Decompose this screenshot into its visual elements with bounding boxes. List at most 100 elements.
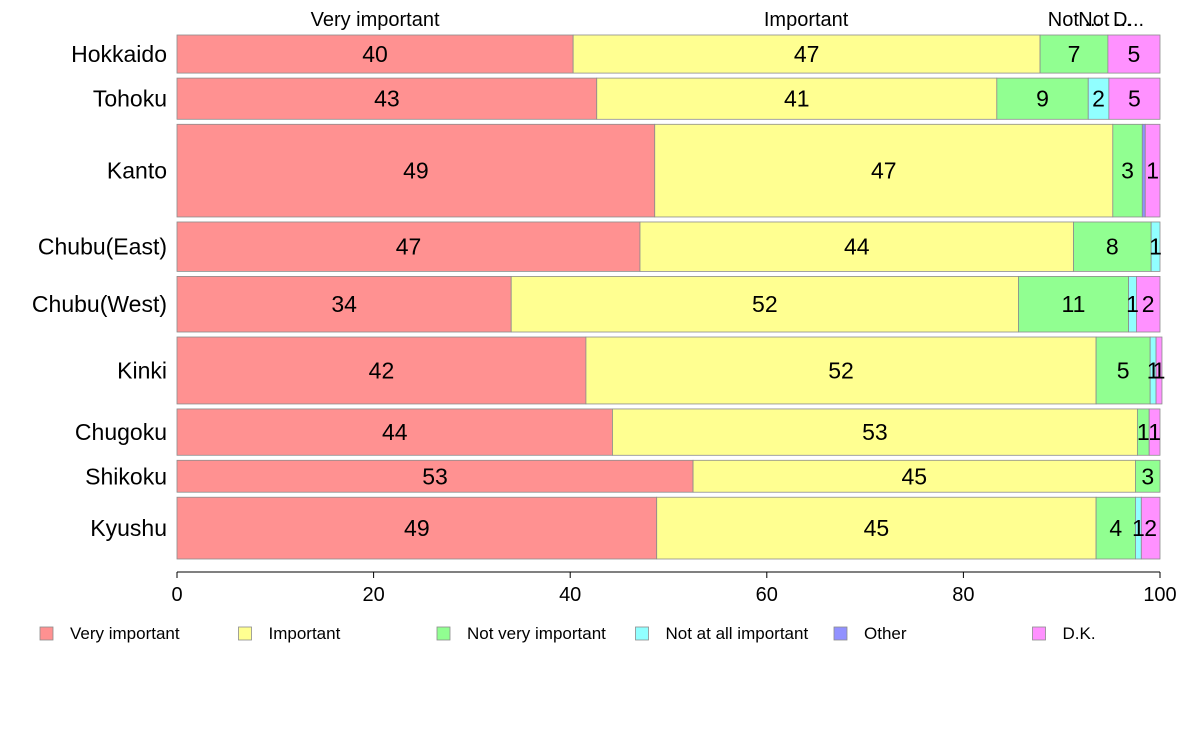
bars-layer [176, 34, 1163, 560]
data-label: 40 [362, 41, 388, 67]
bar-segment [176, 408, 613, 456]
data-label: 5 [1117, 357, 1130, 383]
data-label: 45 [864, 515, 890, 541]
bar-segment [656, 496, 1097, 560]
data-label: 3 [1141, 463, 1154, 489]
legend-swatch [635, 626, 649, 641]
bar-segment [1112, 123, 1143, 218]
bar-segment [612, 408, 1138, 456]
bar-segment [572, 34, 1041, 74]
data-label: 47 [871, 158, 897, 184]
data-label: 47 [396, 234, 422, 260]
data-label: 49 [403, 158, 429, 184]
x-tick-label: 40 [559, 584, 581, 606]
data-label: 2 [1142, 291, 1155, 317]
category-label: Tohoku [93, 86, 167, 112]
top-segment-labels-layer: Very important Important Not ...Not ...D..… [311, 9, 1145, 31]
data-label: 1 [1149, 234, 1162, 260]
legend-swatch [238, 626, 252, 641]
bar-segment [1155, 336, 1163, 405]
x-tick-label: 100 [1143, 584, 1176, 606]
legend-label: Important [269, 624, 341, 643]
data-label: 5 [1128, 41, 1141, 67]
legend-label: Very important [70, 624, 180, 643]
legend-swatch [1032, 626, 1046, 641]
x-axis: 0 20 40 60 80 100 [171, 571, 1177, 606]
value-labels-layer: 40 47 7 543 41 9 2 549 47 3 147 44 8 134 52 11 1 242 52 5 11… [331, 41, 1165, 541]
x-tick-label: 80 [952, 584, 974, 606]
category-label: Chubu(East) [38, 234, 167, 260]
category-label: Kinki [117, 357, 167, 383]
data-label: 53 [862, 419, 888, 445]
legend-swatch [436, 626, 451, 641]
data-label: 42 [369, 357, 395, 383]
data-label: 41 [784, 86, 810, 112]
x-tick-label: 0 [171, 584, 182, 606]
data-label: 1 [1137, 419, 1150, 445]
legend-label: Not at all important [666, 624, 809, 643]
data-label: 49 [404, 515, 430, 541]
data-label: 3 [1121, 158, 1134, 184]
bar-segment [176, 221, 641, 272]
bar-segment [176, 496, 658, 560]
bar-segment [639, 221, 1074, 272]
bar-segment [1073, 221, 1152, 272]
data-label: 52 [752, 291, 778, 317]
bar-segment [176, 123, 656, 218]
data-label: 47 [794, 41, 820, 67]
category-label: Kyushu [90, 515, 167, 541]
data-label: 44 [382, 419, 408, 445]
legend-swatch [833, 626, 848, 641]
bar-segment [1141, 123, 1146, 218]
bar-segment [1136, 276, 1161, 333]
legend-label: D.K. [1063, 624, 1096, 643]
bar-segment [1150, 221, 1161, 272]
data-label: 7 [1068, 41, 1081, 67]
data-label: 11 [1062, 291, 1086, 317]
x-tick-label: 20 [362, 584, 384, 606]
data-label: 8 [1106, 234, 1119, 260]
bar-segment [1135, 459, 1161, 493]
bar-segment [596, 77, 998, 120]
data-label: 1 [1132, 515, 1145, 541]
data-label: 1 [1147, 357, 1160, 383]
bar-segment [1095, 496, 1136, 560]
data-label: 1 [1148, 419, 1161, 445]
bar-segment [585, 336, 1097, 405]
bar-segment [1095, 336, 1151, 405]
top-segment-label: Very important [311, 9, 440, 31]
bar-segment [176, 276, 512, 333]
category-label: Shikoku [85, 463, 167, 489]
bar-segment [1039, 34, 1109, 74]
bar-segment [1107, 34, 1161, 74]
data-label: 4 [1109, 515, 1122, 541]
category-label: Hokkaido [71, 41, 167, 67]
legend-label: Other [864, 624, 907, 643]
data-label: 53 [422, 463, 448, 489]
bar-segment [692, 459, 1136, 493]
data-label: 2 [1092, 86, 1105, 112]
top-segment-label: Important [764, 9, 849, 31]
bar-segment [1140, 496, 1161, 560]
bar-segment [176, 336, 587, 405]
data-label: 43 [374, 86, 400, 112]
data-label: 44 [844, 234, 870, 260]
bar-segment [510, 276, 1019, 333]
data-label: 1 [1153, 357, 1166, 383]
legend-label: Not very important [467, 624, 606, 643]
category-label: Chugoku [75, 419, 167, 445]
bar-segment [1108, 77, 1161, 120]
category-label: Chubu(West) [32, 291, 167, 317]
data-label: 45 [901, 463, 927, 489]
bar-segment [176, 34, 574, 74]
bar-segment [1144, 123, 1161, 218]
data-label: 1 [1126, 291, 1139, 317]
category-labels-layer: Hokkaido Tohoku Kanto Chubu(East) Chubu(West… [32, 41, 167, 541]
top-segment-label: Not ... [1048, 9, 1101, 31]
top-segment-label: D... [1113, 9, 1144, 31]
bar-segment [996, 77, 1089, 120]
legend-swatch [39, 626, 54, 641]
top-segment-label: Not ... [1078, 9, 1131, 31]
